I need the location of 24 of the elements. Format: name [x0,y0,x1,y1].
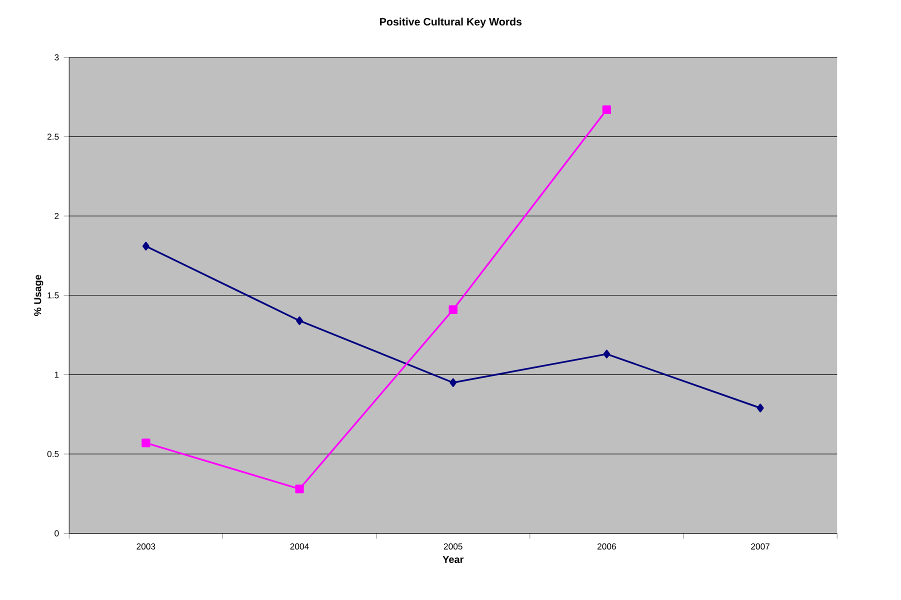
y-tick-label: 1.5 [48,292,59,298]
y-tick-label: 1 [54,372,59,378]
point [603,350,610,358]
x-tick-label: 2007 [751,543,770,550]
point [295,484,304,494]
point [142,438,150,448]
y-axis-title: % Usage [34,274,44,316]
x-tick-label: 2005 [444,543,462,550]
y-tick-label: 3 [54,54,59,60]
point [296,316,303,326]
point [142,242,150,251]
point [450,378,457,387]
point [756,404,764,412]
chart-title: Positive Cultural Key Words [380,18,522,28]
x-tick-label: 2006 [598,543,616,550]
x-axis-title: Year [442,556,464,563]
point [448,305,458,314]
x-tick-label: 2003 [136,543,156,550]
y-tick-label: 2 [54,213,59,220]
y-tick-label: 0.5 [47,450,59,458]
point [602,105,612,114]
y-tick-label: 2.5 [47,134,59,140]
y-tick-label: 0 [54,530,59,536]
x-tick-label: 2004 [290,543,309,550]
